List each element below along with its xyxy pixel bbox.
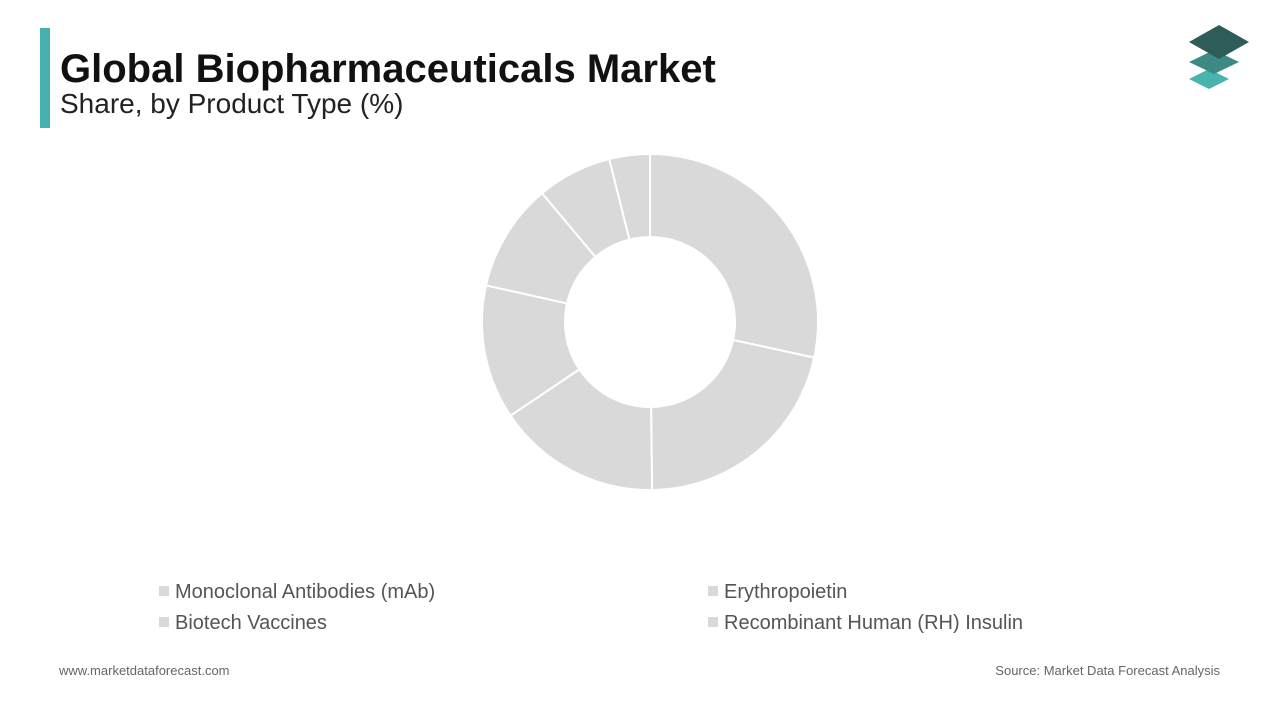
legend-marker xyxy=(159,586,169,596)
title-accent xyxy=(40,28,50,128)
chart-title: Global Biopharmaceuticals Market xyxy=(60,47,716,91)
donut-slice xyxy=(608,152,651,241)
legend-label: Monoclonal Antibodies (mAb) xyxy=(175,581,435,603)
legend-marker xyxy=(708,586,718,596)
legend-label: Biotech Vaccines xyxy=(175,612,327,634)
logo xyxy=(1189,25,1249,89)
footer-source: Source: Market Data Forecast Analysis xyxy=(995,663,1220,678)
legend-label: Recombinant Human (RH) Insulin xyxy=(724,612,1023,634)
donut-slice xyxy=(509,367,654,491)
legend-label: Erythropoietin xyxy=(724,581,847,603)
donut-slice xyxy=(649,152,819,359)
chart-subtitle: Share, by Product Type (%) xyxy=(60,88,403,119)
legend-marker xyxy=(159,617,169,627)
footer-website: www.marketdataforecast.com xyxy=(58,663,230,678)
donut-slice xyxy=(650,338,816,492)
legend-marker xyxy=(708,617,718,627)
